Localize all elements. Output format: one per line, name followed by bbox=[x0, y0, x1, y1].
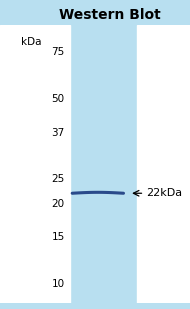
Text: 15: 15 bbox=[51, 232, 65, 242]
Text: 22kDa: 22kDa bbox=[146, 188, 182, 198]
Bar bbox=[0, 25, 70, 303]
Text: 50: 50 bbox=[51, 94, 65, 104]
Bar bbox=[137, 25, 190, 303]
Text: kDa: kDa bbox=[21, 37, 42, 47]
Text: 75: 75 bbox=[51, 47, 65, 57]
Text: 10: 10 bbox=[51, 279, 65, 289]
Text: 20: 20 bbox=[51, 199, 65, 209]
Text: 25: 25 bbox=[51, 174, 65, 184]
Text: 37: 37 bbox=[51, 128, 65, 138]
Text: Western Blot: Western Blot bbox=[59, 8, 161, 22]
